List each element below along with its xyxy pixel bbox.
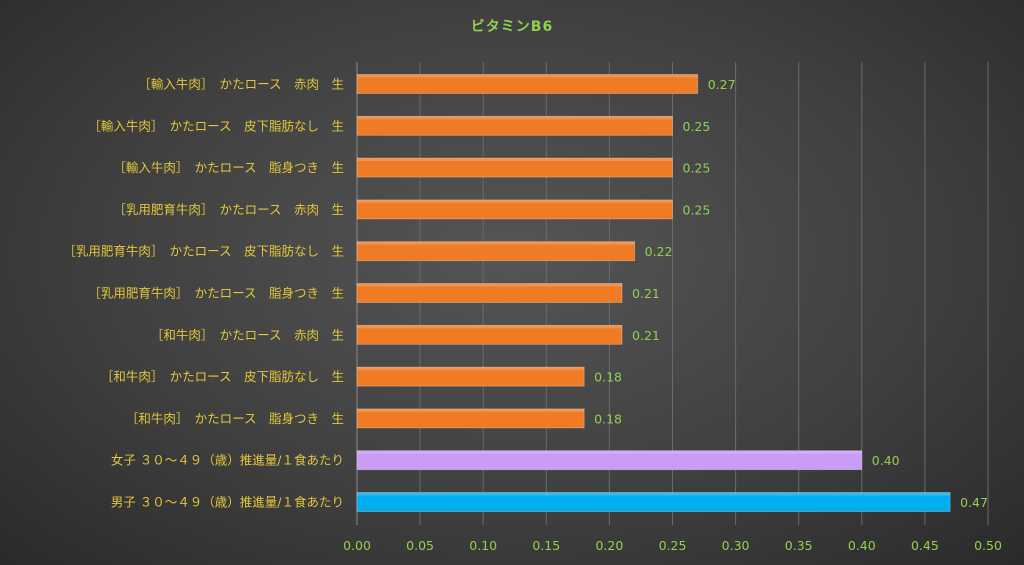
bar-highlight — [357, 116, 673, 120]
bar-highlight — [357, 492, 951, 496]
value-label: 0.47 — [960, 495, 988, 510]
bar-highlight — [357, 367, 585, 371]
bar-highlight — [357, 325, 623, 329]
x-tick-label: 0.05 — [406, 538, 434, 553]
bar-highlight — [357, 408, 585, 412]
x-tick-label: 0.10 — [469, 538, 497, 553]
bar-highlight — [357, 158, 673, 162]
labels: 0.00 0.05 0.10 0.15 0.20 0.25 0.30 0.35 0.40 0.45… — [63, 77, 1002, 554]
x-tick-label: 0.30 — [722, 538, 750, 553]
bar-highlight — [357, 450, 862, 454]
bar-highlight — [357, 283, 623, 287]
category-label: ［輸入牛肉］ かたロース 脂身つき 生 — [113, 160, 344, 175]
bar — [356, 324, 623, 345]
bar — [356, 283, 623, 303]
category-label: ［乳用肥育牛肉］ かたロース 脂身つき 生 — [88, 286, 344, 301]
category-label: ［和牛肉］ かたロース 皮下脂肪なし 生 — [101, 369, 344, 384]
bar — [356, 450, 863, 471]
bar — [356, 157, 673, 178]
value-label: 0.25 — [683, 119, 711, 134]
category-label: ［輸入牛肉］ かたロース 皮下脂肪なし 生 — [88, 118, 344, 133]
bar — [356, 241, 636, 262]
bar — [356, 408, 585, 429]
bar — [356, 366, 585, 387]
x-tick-label: 0.40 — [848, 538, 876, 553]
value-label: 0.21 — [632, 286, 660, 301]
value-label: 0.18 — [594, 370, 622, 385]
bars — [356, 74, 951, 512]
bar — [356, 74, 699, 94]
category-label: ［乳用肥育牛肉］ かたロース 赤肉 生 — [113, 202, 344, 217]
x-tick-label: 0.25 — [659, 538, 687, 553]
category-label: ［輸入牛肉］ かたロース 赤肉 生 — [138, 77, 344, 92]
value-label: 0.21 — [632, 328, 660, 343]
category-label: ［和牛肉］ かたロース 赤肉 生 — [151, 327, 344, 342]
bar — [356, 492, 951, 512]
bar-highlight — [357, 241, 635, 245]
value-label: 0.27 — [708, 77, 736, 92]
bar-highlight — [357, 74, 698, 78]
x-tick-label: 0.50 — [974, 538, 1002, 553]
value-label: 0.25 — [683, 202, 711, 217]
x-tick-label: 0.20 — [595, 538, 623, 553]
value-label: 0.40 — [872, 453, 900, 468]
category-label: 男子 ３０～４９（歳）推進量/１食あたり — [111, 495, 344, 510]
value-label: 0.18 — [594, 411, 622, 426]
category-label: ［乳用肥育牛肉］ かたロース 皮下脂肪なし 生 — [63, 244, 344, 259]
x-tick-label: 0.35 — [785, 538, 813, 553]
category-label: 女子 ３０～４９（歳）推進量/１食あたり — [111, 453, 344, 468]
value-label: 0.22 — [645, 244, 673, 259]
bar — [356, 115, 673, 136]
chart-title: ビタミンB6 — [470, 19, 554, 35]
value-label: 0.25 — [683, 161, 711, 176]
bar-highlight — [357, 199, 673, 203]
x-tick-label: 0.45 — [911, 538, 939, 553]
x-tick-label: 0.15 — [532, 538, 560, 553]
x-tick-label: 0.00 — [343, 538, 371, 553]
bar — [356, 199, 673, 220]
category-label: ［和牛肉］ かたロース 脂身つき 生 — [126, 411, 344, 426]
